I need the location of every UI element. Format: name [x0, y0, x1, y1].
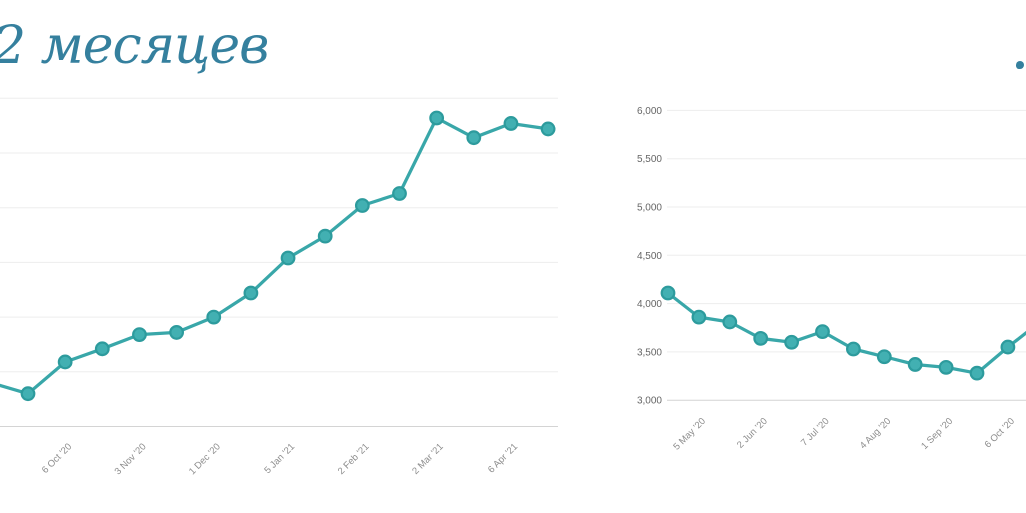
data-point[interactable] [815, 324, 830, 340]
data-point[interactable] [691, 309, 707, 325]
x-axis-label: 3 Nov '20 [113, 441, 149, 477]
y-axis-label: 6,000 [637, 106, 662, 117]
data-point[interactable] [466, 130, 482, 146]
x-axis-label: 5 May '20 [671, 416, 708, 453]
data-point[interactable] [94, 341, 110, 357]
data-point[interactable] [429, 110, 445, 126]
x-axis-label: 4 Aug '20 [858, 416, 894, 452]
data-point[interactable] [503, 116, 519, 131]
data-point[interactable] [969, 365, 985, 381]
data-point[interactable] [753, 330, 769, 346]
y-axis-label: 3,000 [637, 396, 662, 407]
data-point[interactable] [280, 250, 296, 266]
data-point[interactable] [169, 325, 185, 340]
data-point[interactable] [132, 327, 147, 343]
data-point[interactable] [354, 198, 370, 213]
y-axis-label: 5,500 [637, 154, 662, 165]
data-point[interactable] [846, 341, 861, 357]
clipped-heading-fragment [1016, 61, 1024, 69]
x-axis-label: 6 Oct '20 [983, 416, 1017, 450]
data-point[interactable] [876, 349, 892, 365]
y-axis-label: 4,000 [637, 299, 662, 310]
data-point[interactable] [722, 314, 738, 330]
data-point[interactable] [784, 334, 799, 350]
data-point[interactable] [57, 354, 73, 370]
x-axis-label: 2 Mar '21 [410, 441, 446, 477]
page-heading: 2 месяцев [0, 16, 269, 76]
data-point[interactable] [1000, 339, 1016, 355]
data-point[interactable] [317, 228, 333, 244]
data-point[interactable] [243, 285, 259, 301]
x-axis-label: 2 Jun '20 [735, 416, 770, 451]
x-axis-label: 2 Feb '21 [336, 441, 372, 477]
trend-line [666, 291, 1026, 375]
data-point[interactable] [20, 386, 36, 402]
chart-left: 6 Oct '20 3 Nov '20 1 Dec '20 5 Jan '21 2 Fe… [0, 97, 558, 477]
x-axis-label: 6 Apr '21 [486, 441, 520, 475]
trend-line [0, 116, 550, 396]
data-point[interactable] [206, 309, 222, 325]
x-axis-label: 6 Oct '20 [40, 441, 74, 475]
chart-right: 6,000 5,500 5,000 4,500 4,000 3,500 3,000 5 May… [637, 106, 1026, 453]
x-axis-label: 1 Sep '20 [919, 416, 955, 452]
data-point[interactable] [540, 121, 556, 137]
data-point[interactable] [938, 359, 954, 375]
data-point[interactable] [907, 357, 923, 372]
x-axis-label: 7 Jul '20 [799, 416, 832, 449]
y-axis-label: 4,500 [637, 251, 662, 262]
x-axis-label: 5 Jan '21 [262, 441, 297, 476]
y-axis-label: 5,000 [637, 203, 662, 214]
y-axis-label: 3,500 [637, 347, 662, 358]
x-axis-label: 1 Dec '20 [187, 441, 223, 477]
data-point[interactable] [660, 285, 676, 301]
data-point[interactable] [392, 186, 407, 201]
